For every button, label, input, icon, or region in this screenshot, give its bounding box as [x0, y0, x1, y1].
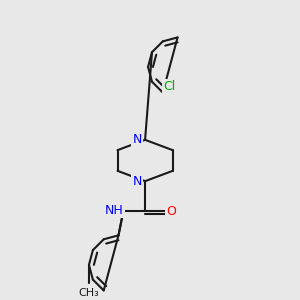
Text: N: N: [133, 133, 142, 146]
Text: O: O: [167, 205, 177, 218]
Text: NH: NH: [105, 204, 124, 217]
Text: Cl: Cl: [164, 80, 176, 93]
Text: CH₃: CH₃: [79, 289, 99, 298]
Text: N: N: [133, 175, 142, 188]
